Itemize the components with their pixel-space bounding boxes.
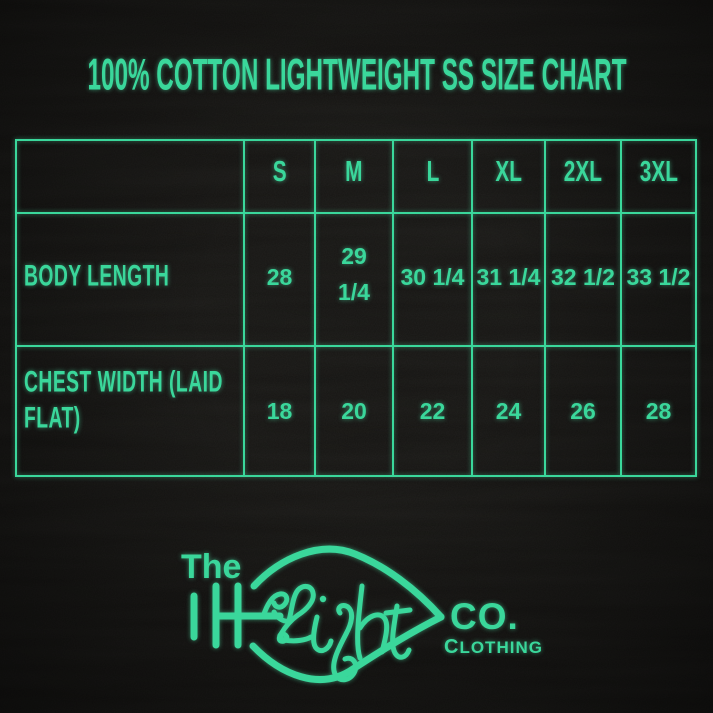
svg-text:The: The <box>181 548 241 586</box>
svg-text:CLOTHING: CLOTHING <box>444 636 543 658</box>
svg-text:CO.: CO. <box>450 596 519 637</box>
